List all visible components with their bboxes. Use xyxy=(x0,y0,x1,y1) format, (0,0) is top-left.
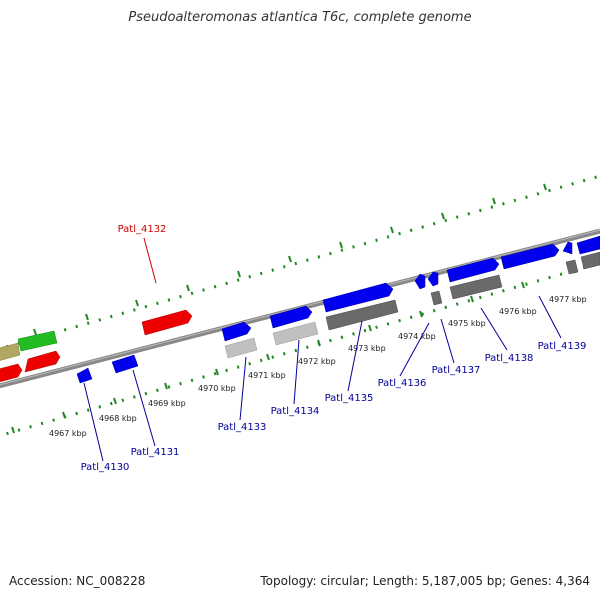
genome-backbone-highlight xyxy=(0,229,600,386)
inner-major-tick xyxy=(215,368,219,376)
tick-label: 4969 kbp xyxy=(148,399,186,408)
gene-red-left-a xyxy=(0,363,23,382)
outer-major-tick xyxy=(33,328,37,336)
tick-label: 4974 kbp xyxy=(398,332,436,341)
tick-label: 4976 kbp xyxy=(499,307,537,316)
gene-label: Patl_4131 xyxy=(131,447,180,458)
gene-patl-4138 xyxy=(446,257,500,283)
inner-major-tick xyxy=(164,382,168,390)
gene-labels: Patl_4130 Patl_4131 Patl_4132 Patl_4133 … xyxy=(81,224,587,473)
gene-edge-blue xyxy=(576,235,600,255)
gene-darkgray-4135 xyxy=(325,299,399,331)
leader-patl-4132 xyxy=(143,237,157,284)
gene-label: Patl_4137 xyxy=(432,365,481,376)
inner-major-tick xyxy=(62,411,66,419)
tick-label: 4970 kbp xyxy=(198,384,236,393)
page-title: Pseudoalteromonas atlantica T6c, complet… xyxy=(128,10,472,25)
gene-red-left-b xyxy=(24,350,61,373)
gene-label: Patl_4138 xyxy=(485,353,534,364)
tick-label: 4975 kbp xyxy=(448,319,486,328)
gene-small-blue xyxy=(562,241,573,255)
outer-major-tick xyxy=(390,226,394,234)
outer-major-tick xyxy=(288,255,292,263)
inner-major-tick xyxy=(317,339,321,347)
gene-label: Patl_4134 xyxy=(271,406,320,417)
gene-label: Patl_4133 xyxy=(218,422,267,433)
gene-leader-lines xyxy=(83,237,562,462)
inner-major-tick xyxy=(368,324,372,332)
leader-patl-4138 xyxy=(480,307,508,351)
gene-darkgray-4138 xyxy=(449,274,503,300)
tick-label: 4971 kbp xyxy=(248,371,286,380)
gene-darkgray-small xyxy=(565,259,579,275)
tick-label: 4968 kbp xyxy=(99,414,137,423)
inner-major-tick xyxy=(419,310,423,318)
outer-major-tick xyxy=(237,270,241,278)
inner-major-tick xyxy=(266,353,270,361)
gene-patl-4133 xyxy=(221,321,252,342)
gene-olive xyxy=(0,342,21,361)
inner-major-tick xyxy=(113,397,117,405)
gene-patl-4135 xyxy=(322,282,394,313)
leader-patl-4134 xyxy=(293,339,300,405)
inner-major-tick xyxy=(521,281,525,289)
gene-gray-4133 xyxy=(224,337,258,359)
accession-text: Accession: NC_008228 xyxy=(9,574,146,588)
gene-patl-4136 xyxy=(414,273,426,290)
leader-patl-4137 xyxy=(440,318,455,364)
outer-tick-track xyxy=(0,174,600,351)
gene-patl-4131 xyxy=(111,354,139,374)
gene-patl-4130 xyxy=(76,367,93,384)
leader-patl-4136 xyxy=(399,322,430,377)
leader-patl-4135 xyxy=(347,320,363,392)
tick-label: 4973 kbp xyxy=(348,344,386,353)
gene-label: Patl_4132 xyxy=(118,224,167,235)
gene-darkgray-edge xyxy=(580,251,600,270)
gene-label: Patl_4130 xyxy=(81,462,130,473)
leader-patl-4133 xyxy=(239,356,247,421)
inner-major-tick xyxy=(11,426,15,434)
genome-summary-text: Topology: circular; Length: 5,187,005 bp… xyxy=(260,574,590,588)
gene-gray-4134 xyxy=(272,321,319,346)
outer-major-tick xyxy=(339,241,343,249)
outer-major-tick xyxy=(135,299,139,307)
reverse-genes xyxy=(0,251,600,384)
gene-darkgray-4137 xyxy=(430,290,443,306)
gene-patl-4134 xyxy=(269,305,313,329)
tick-label: 4967 kbp xyxy=(49,429,87,438)
forward-genes xyxy=(0,235,600,361)
leader-patl-4130 xyxy=(83,382,104,462)
gene-label: Patl_4135 xyxy=(325,393,374,404)
outer-major-tick xyxy=(85,313,89,321)
tick-label: 4977 kbp xyxy=(549,295,587,304)
gene-label: Patl_4136 xyxy=(378,378,427,389)
outer-major-tick xyxy=(492,197,496,205)
gene-patl-4132 xyxy=(141,309,193,336)
outer-major-tick xyxy=(441,212,445,220)
tick-label: 4972 kbp xyxy=(298,357,336,366)
inner-major-tick xyxy=(470,295,474,303)
outer-major-tick xyxy=(186,284,190,292)
gene-green xyxy=(17,330,58,352)
leader-patl-4131 xyxy=(132,369,156,447)
leader-patl-4139 xyxy=(538,295,562,339)
gene-patl-4137 xyxy=(427,271,439,287)
tick-labels: 4967 kbp 4968 kbp 4969 kbp 4970 kbp 4971… xyxy=(49,295,587,438)
gene-patl-4139 xyxy=(500,243,560,270)
outer-major-tick xyxy=(543,183,547,191)
gene-label: Patl_4139 xyxy=(538,341,587,352)
